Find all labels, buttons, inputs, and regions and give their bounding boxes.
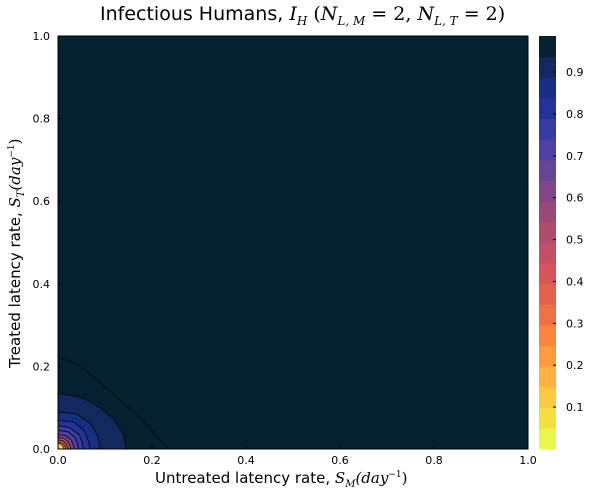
colorbar-band (539, 118, 556, 140)
colorbar-band (539, 56, 556, 78)
x-tick-label: 0.8 (425, 454, 443, 467)
x-tick-label: 0.2 (143, 454, 161, 467)
contour-line-9 (57, 441, 66, 450)
y-tick-label: 0.2 (33, 360, 51, 373)
colorbar-bands (539, 36, 556, 450)
colorbar-ticks: 0.1 0.2 0.3 0.4 0.5 0.6 0.7 0.8 0.9 (553, 66, 584, 414)
y-tick-label: 0.6 (33, 195, 51, 208)
colorbar-band (539, 283, 556, 305)
y-tick-label: 0.0 (33, 443, 51, 456)
chart-title: Infectious Humans, IH (NL, M = 2, NL, T … (100, 3, 505, 28)
colorbar-band (539, 221, 556, 243)
x-tick-label: 0.0 (49, 454, 67, 467)
colorbar-band (539, 387, 556, 409)
y-axis-ticks: 0.0 0.2 0.4 0.6 0.8 1.0 (33, 30, 62, 456)
contour-line-5 (57, 430, 79, 450)
contour-line-1 (57, 392, 127, 450)
colorbar-band (539, 345, 556, 367)
colorbar-tick-label: 0.6 (566, 192, 584, 205)
plot-background (58, 36, 528, 449)
colorbar-band (539, 263, 556, 285)
contour-line-8 (57, 439, 69, 450)
x-tick-label: 0.6 (331, 454, 349, 467)
y-tick-label: 0.4 (33, 278, 51, 291)
contour-line-7 (57, 437, 72, 450)
colorbar: 0.1 0.2 0.3 0.4 0.5 0.6 0.7 0.8 0.9 (539, 36, 584, 450)
colorbar-tick-label: 0.8 (566, 108, 584, 121)
colorbar-tick-label: 0.7 (566, 150, 584, 163)
contour-layer (57, 357, 170, 450)
y-axis-label: Treated latency rate, ST(day−1) (6, 139, 27, 369)
colorbar-band (539, 159, 556, 181)
plot-area (57, 35, 529, 450)
contour-line-3 (57, 419, 91, 450)
y-tick-label: 0.8 (33, 113, 51, 126)
colorbar-band (539, 139, 556, 161)
colorbar-band (539, 428, 556, 450)
colorbar-band (539, 36, 556, 58)
x-tick-label: 0.4 (237, 454, 255, 467)
colorbar-band (539, 180, 556, 202)
colorbar-band (539, 366, 556, 388)
colorbar-band (539, 201, 556, 223)
colorbar-tick-label: 0.1 (566, 401, 584, 414)
y-tick-label: 1.0 (33, 30, 51, 43)
plot-frame (57, 35, 529, 450)
contour-line-10 (57, 443, 65, 450)
colorbar-band (539, 242, 556, 264)
colorbar-tick-label: 0.5 (566, 234, 584, 247)
x-axis-ticks: 0.0 0.2 0.4 0.6 0.8 1.0 (49, 445, 537, 467)
colorbar-tick-label: 0.3 (566, 317, 584, 330)
colorbar-band (539, 77, 556, 99)
colorbar-band (539, 407, 556, 429)
contour-line-6 (57, 434, 75, 450)
colorbar-tick-label: 0.4 (566, 275, 584, 288)
x-axis-label: Untreated latency rate, SM(day−1) (155, 469, 407, 490)
contour-line-4 (57, 425, 84, 450)
contour-line-0 (57, 357, 170, 450)
contour-line-2 (57, 411, 101, 450)
contour-fill-10 (58, 443, 64, 449)
colorbar-band (539, 325, 556, 347)
colorbar-tick-label: 0.9 (566, 66, 584, 79)
colorbar-tick-label: 0.2 (566, 359, 584, 372)
colorbar-band (539, 304, 556, 326)
colorbar-band (539, 97, 556, 119)
x-tick-label: 1.0 (519, 454, 537, 467)
